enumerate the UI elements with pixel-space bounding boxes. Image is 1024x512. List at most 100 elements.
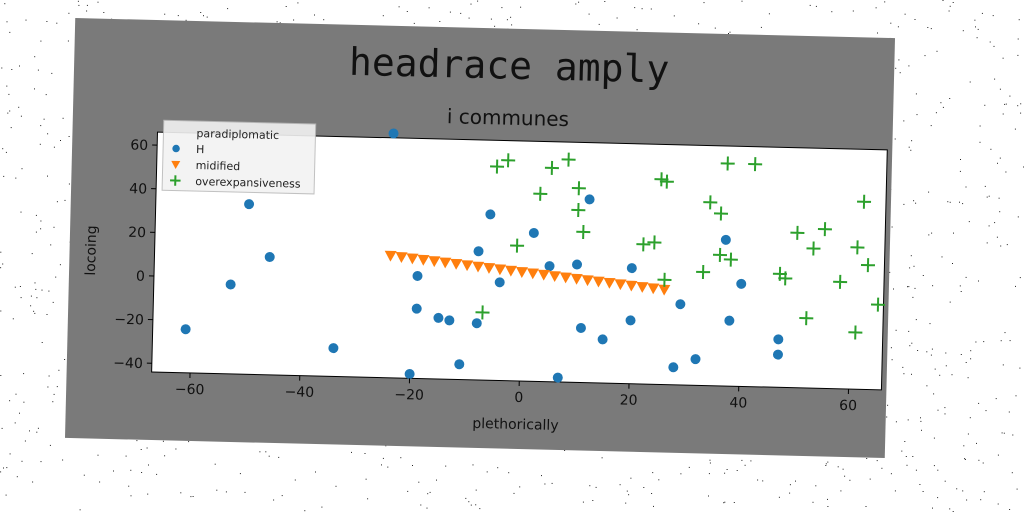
data-point-H: [264, 252, 275, 263]
noise-speck: [930, 28, 932, 30]
noise-speck: [48, 290, 50, 292]
noise-speck: [815, 5, 817, 7]
noise-speck: [903, 203, 905, 205]
noise-speck: [1, 427, 3, 429]
noise-speck: [1009, 95, 1011, 97]
noise-speck: [789, 484, 791, 486]
x-axis-label: plethorically: [472, 416, 559, 434]
noise-speck: [726, 469, 728, 470]
noise-speck: [778, 496, 780, 498]
data-point-overexpansiveness: [850, 240, 865, 255]
noise-speck: [35, 231, 37, 233]
noise-speck: [162, 440, 164, 442]
noise-speck: [960, 291, 962, 292]
data-point-overexpansiveness: [510, 238, 525, 253]
noise-speck: [1017, 38, 1019, 40]
data-point-H: [675, 299, 686, 310]
noise-speck: [626, 490, 628, 492]
noise-speck: [1002, 57, 1004, 59]
noise-speck: [86, 4, 88, 6]
noise-speck: [978, 459, 980, 461]
noise-speck: [6, 467, 8, 469]
noise-speck: [933, 437, 935, 439]
data-point-midified: [570, 273, 583, 285]
noise-speck: [16, 476, 18, 478]
noise-speck: [1020, 112, 1022, 114]
data-point-overexpansiveness: [870, 297, 886, 312]
noise-speck: [937, 469, 939, 471]
noise-speck: [949, 201, 951, 203]
noise-speck: [929, 323, 931, 325]
noise-speck: [20, 115, 22, 117]
noise-speck: [723, 502, 725, 504]
noise-speck: [216, 489, 218, 491]
noise-speck: [1, 67, 3, 69]
data-point-H: [575, 322, 586, 333]
x-tick-label: −40: [284, 384, 314, 401]
noise-speck: [904, 13, 906, 15]
noise-speck: [1017, 216, 1019, 218]
noise-speck: [77, 0, 79, 2]
noise-speck: [984, 104, 986, 106]
noise-speck: [45, 94, 47, 96]
noise-speck: [865, 506, 867, 507]
noise-speck: [997, 454, 999, 456]
noise-speck: [893, 288, 894, 290]
noise-speck: [941, 256, 943, 258]
noise-speck: [1008, 411, 1010, 413]
noise-speck: [993, 45, 995, 47]
noise-speck: [10, 127, 12, 129]
noise-speck: [910, 255, 912, 257]
noise-speck: [29, 430, 30, 432]
noise-speck: [9, 453, 11, 455]
noise-speck: [966, 499, 968, 501]
noise-speck: [928, 191, 930, 193]
data-point-midified: [472, 261, 485, 273]
noise-speck: [881, 467, 883, 469]
noise-speck: [915, 319, 917, 321]
noise-speck: [64, 359, 66, 360]
noise-speck: [979, 125, 981, 127]
noise-speck: [977, 28, 979, 30]
noise-speck: [936, 50, 938, 52]
noise-speck: [418, 481, 420, 483]
noise-speck: [412, 465, 413, 466]
noise-speck: [914, 287, 916, 289]
noise-speck: [1015, 395, 1017, 397]
noise-speck: [986, 196, 988, 198]
data-point-midified: [559, 272, 572, 284]
noise-speck: [285, 6, 287, 7]
data-point-H: [433, 312, 444, 323]
noise-speck: [714, 27, 716, 29]
data-point-overexpansiveness: [501, 153, 516, 168]
noise-speck: [922, 491, 924, 492]
data-point-midified: [647, 283, 660, 295]
noise-speck: [935, 112, 937, 114]
data-point-H: [690, 354, 701, 365]
noise-speck: [990, 148, 992, 150]
plot-layer: [180, 128, 886, 383]
noise-speck: [40, 125, 42, 127]
noise-speck: [58, 369, 60, 371]
noise-speck: [164, 13, 166, 15]
noise-speck: [965, 362, 967, 363]
noise-speck: [35, 214, 37, 216]
data-point-H: [552, 372, 563, 383]
noise-speck: [949, 5, 951, 7]
noise-speck: [32, 481, 34, 483]
noise-speck: [33, 310, 35, 312]
noise-speck: [908, 65, 910, 67]
noise-speck: [981, 12, 983, 14]
noise-speck: [876, 460, 878, 462]
noise-speck: [1009, 340, 1011, 342]
data-point-overexpansiveness: [857, 194, 872, 209]
noise-speck: [1001, 432, 1003, 434]
data-point-midified: [625, 280, 638, 292]
noise-speck: [475, 504, 477, 506]
noise-speck: [1015, 285, 1016, 287]
noise-speck: [942, 106, 944, 108]
noise-speck: [34, 56, 36, 58]
noise-speck: [59, 264, 61, 266]
noise-speck: [9, 400, 11, 402]
noise-speck: [0, 310, 2, 312]
